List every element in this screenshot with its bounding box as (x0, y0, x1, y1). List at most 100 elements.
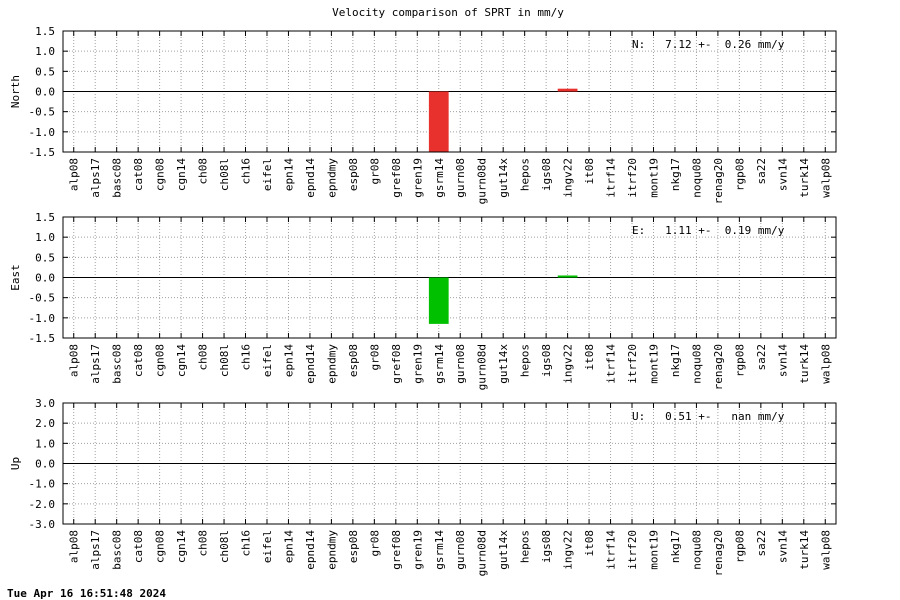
x-tick-label: cgn14 (175, 344, 188, 377)
y-tick-label: 1.0 (35, 45, 55, 58)
y-tick-label: 0.5 (35, 251, 55, 264)
x-tick-label: svn14 (776, 530, 789, 563)
x-tick-label: epndmy (325, 344, 338, 384)
x-tick-label: itrf14 (605, 158, 618, 198)
x-tick-label: it08 (583, 530, 596, 557)
x-tick-label: ch08 (197, 530, 210, 557)
y-tick-label: 1.5 (35, 211, 55, 224)
y-tick-label: 0.0 (35, 272, 55, 285)
x-tick-label: walp08 (819, 158, 832, 198)
x-tick-label: gut14x (497, 530, 510, 570)
x-tick-label: it08 (583, 158, 596, 185)
x-tick-label: hepos (519, 530, 532, 563)
chart-title: Velocity comparison of SPRT in mm/y (332, 6, 564, 19)
bar (428, 91, 449, 152)
x-tick-label: gurn08 (454, 344, 467, 384)
x-tick-label: cgn14 (175, 530, 188, 563)
x-tick-label: eifel (261, 344, 274, 377)
x-tick-label: gren19 (411, 158, 424, 198)
x-tick-label: ingv22 (562, 344, 575, 384)
y-tick-label: -1.5 (29, 332, 56, 345)
x-tick-label: igs08 (540, 158, 553, 191)
x-tick-label: noqu08 (690, 530, 703, 570)
x-tick-label: epnd14 (304, 158, 317, 198)
x-tick-label: ch08l (218, 344, 231, 377)
x-tick-label: gr08 (368, 158, 381, 185)
x-tick-label: hepos (519, 344, 532, 377)
x-tick-label: itrf14 (605, 530, 618, 570)
y-tick-label: -1.0 (29, 478, 56, 491)
panel: alp08 alps17 basc08 cat08 cgn08 cgn14 ch08 ch08… (9, 25, 837, 204)
x-tick-label: esp08 (347, 530, 360, 563)
y-tick-label: -2.0 (29, 498, 56, 511)
y-tick-label: 1.5 (35, 25, 55, 38)
x-tick-label: cgn08 (154, 530, 167, 563)
x-tick-label: rgp08 (733, 344, 746, 377)
y-axis-label: Up (9, 457, 22, 470)
x-tick-label: ingv22 (562, 158, 575, 198)
x-tick-label: gut14x (497, 158, 510, 198)
x-tick-label: epndmy (325, 158, 338, 198)
x-tick-label: rgp08 (733, 530, 746, 563)
x-tick-label: epn14 (282, 530, 295, 563)
x-tick-label: epn14 (282, 158, 295, 191)
x-tick-label: renag20 (712, 158, 725, 204)
x-tick-label: gut14x (497, 344, 510, 384)
x-tick-label: gren19 (411, 344, 424, 384)
x-tick-label: turk14 (798, 530, 811, 570)
x-tick-label: hepos (519, 158, 532, 191)
x-tick-label: sa22 (755, 344, 768, 371)
bar (428, 277, 449, 324)
x-tick-label: gref08 (390, 158, 403, 198)
x-tick-label: gurn08d (476, 344, 489, 390)
x-tick-label: epn14 (282, 344, 295, 377)
x-tick-label: gr08 (368, 344, 381, 371)
x-tick-label: svn14 (776, 344, 789, 377)
plot-frame (62, 30, 837, 153)
x-tick-label: renag20 (712, 344, 725, 390)
x-tick-label: alp08 (68, 158, 81, 191)
x-tick-label: noqu08 (690, 158, 703, 198)
y-axis-label: North (9, 75, 22, 108)
plot-frame (62, 402, 837, 525)
y-tick-label: -0.5 (29, 106, 56, 119)
y-tick-label: 0.5 (35, 65, 55, 78)
x-tick-label: eifel (261, 530, 274, 563)
bar (557, 275, 578, 278)
x-tick-label: alps17 (89, 158, 102, 198)
x-tick-label: esp08 (347, 158, 360, 191)
x-tick-label: alps17 (89, 344, 102, 384)
y-tick-label: 1.0 (35, 437, 55, 450)
x-tick-label: gref08 (390, 344, 403, 384)
x-tick-label: renag20 (712, 530, 725, 576)
x-tick-label: ch16 (240, 344, 253, 371)
x-tick-label: cat08 (132, 158, 145, 191)
x-tick-label: itrf20 (626, 530, 639, 570)
timestamp: Tue Apr 16 16:51:48 2024 (7, 587, 166, 600)
plot-frame (62, 216, 837, 339)
y-tick-label: -1.5 (29, 146, 56, 159)
x-tick-label: ch08l (218, 158, 231, 191)
x-tick-label: cgn08 (154, 158, 167, 191)
x-tick-label: noqu08 (690, 344, 703, 384)
x-tick-label: gurn08 (454, 530, 467, 570)
x-tick-label: ingv22 (562, 530, 575, 570)
x-tick-label: itrf14 (605, 344, 618, 384)
x-tick-label: basc08 (111, 158, 124, 198)
x-tick-label: turk14 (798, 158, 811, 198)
x-tick-label: ch08 (197, 344, 210, 371)
x-tick-label: svn14 (776, 158, 789, 191)
x-tick-label: rgp08 (733, 158, 746, 191)
x-tick-label: nkg17 (669, 344, 682, 377)
x-tick-label: gren19 (411, 530, 424, 570)
x-tick-label: igs08 (540, 344, 553, 377)
x-tick-label: walp08 (819, 530, 832, 570)
x-tick-label: gsrm14 (433, 530, 446, 570)
y-tick-label: 0.0 (35, 458, 55, 471)
x-tick-label: mont19 (647, 158, 660, 198)
x-tick-label: ch08 (197, 158, 210, 185)
x-tick-label: itrf20 (626, 158, 639, 198)
x-tick-label: eifel (261, 158, 274, 191)
x-tick-label: basc08 (111, 344, 124, 384)
x-tick-label: walp08 (819, 344, 832, 384)
